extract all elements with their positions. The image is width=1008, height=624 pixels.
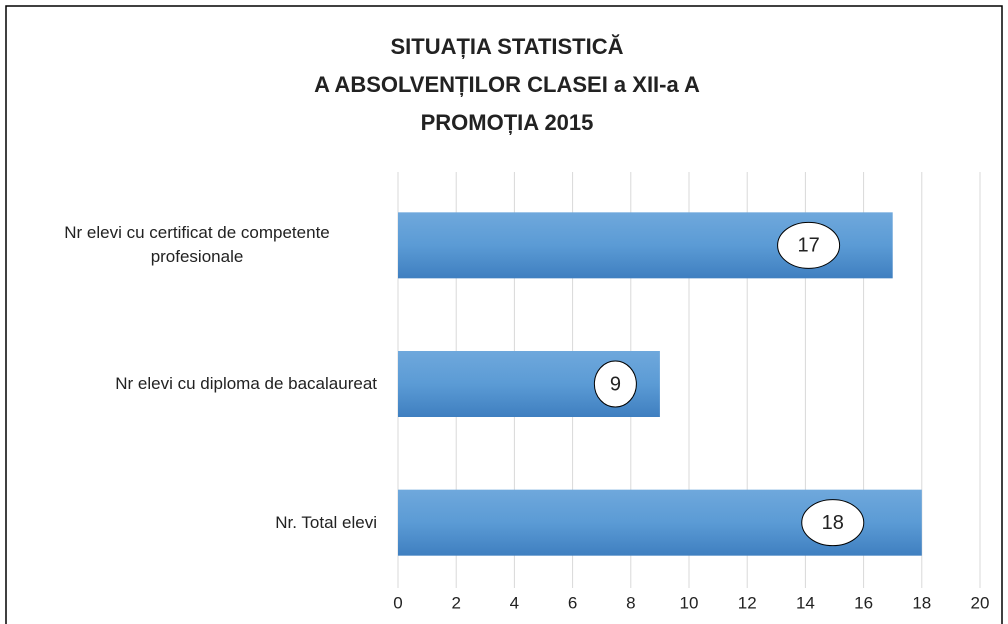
- x-tick-label: 8: [626, 593, 635, 612]
- chart-border: [5, 5, 1003, 624]
- data-label-bubble: [801, 499, 865, 547]
- x-tick-label: 2: [451, 593, 460, 612]
- x-tick-label: 20: [971, 593, 990, 612]
- x-tick-label: 4: [510, 593, 519, 612]
- data-label: 9: [610, 373, 621, 395]
- data-label-bubble: [593, 360, 637, 408]
- y-tick-label: Nr. Total elevi: [275, 512, 377, 532]
- x-tick-label: 6: [568, 593, 577, 612]
- x-tick-label: 12: [738, 593, 757, 612]
- chart-title: A ABSOLVENȚILOR CLASEI a XII-a A: [314, 72, 700, 97]
- y-tick-label: Nr elevi cu diploma de bacalaureat: [115, 374, 377, 393]
- x-tick-label: 18: [912, 593, 931, 612]
- data-label-bubble: [777, 221, 841, 269]
- x-tick-label: 16: [854, 593, 873, 612]
- data-label: 17: [797, 235, 819, 257]
- chart-title: PROMOȚIA 2015: [421, 110, 594, 135]
- data-label: 18: [822, 512, 844, 534]
- x-tick-label: 0: [393, 593, 402, 612]
- y-tick-label: Nr elevi cu certificat de competente pro…: [64, 223, 330, 267]
- x-tick-label: 10: [680, 593, 699, 612]
- chart-title: SITUAȚIA STATISTICĂ: [390, 34, 623, 59]
- x-tick-label: 14: [796, 593, 815, 612]
